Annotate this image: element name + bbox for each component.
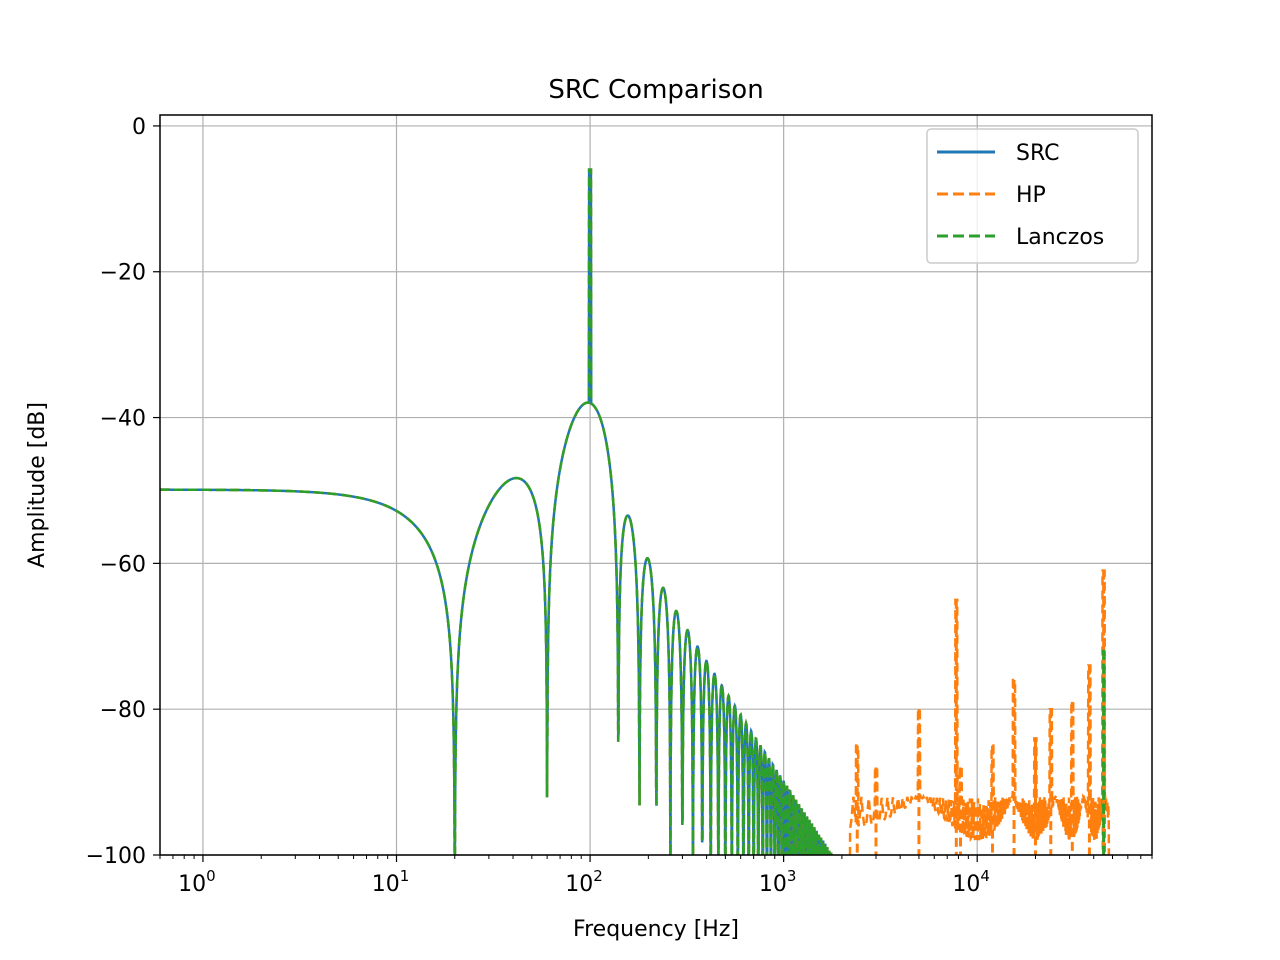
series-layer — [160, 168, 1111, 855]
legend-label-lanczos: Lanczos — [1016, 225, 1104, 250]
x-tick-label: 102 — [565, 867, 603, 897]
y-tick-label: −40 — [100, 407, 146, 432]
plot-frame — [159, 114, 1153, 856]
y-tick-label: −60 — [100, 552, 146, 577]
legend-label-src: SRC — [1016, 141, 1060, 166]
legend-box — [926, 128, 1139, 264]
y-tick-label: −80 — [100, 698, 146, 723]
x-tick-label: 101 — [372, 867, 410, 897]
y-tick-label: −100 — [86, 844, 146, 869]
y-axis: 0 −20 −40 −60 −80 −100 — [86, 115, 160, 869]
legend: SRC HP Lanczos — [926, 128, 1139, 264]
chart-title: SRC Comparison — [548, 75, 763, 105]
y-tick-label: −20 — [100, 261, 146, 286]
x-tick-label: 103 — [759, 867, 797, 897]
x-tick-label: 100 — [178, 867, 216, 897]
y-axis-label: Amplitude [dB] — [25, 402, 50, 568]
series-lanczos-line — [160, 168, 1106, 855]
x-axis-label: Frequency [Hz] — [573, 917, 739, 942]
y-tick-label: 0 — [132, 115, 146, 140]
x-axis: 100 101 102 103 104 — [159, 855, 1153, 897]
x-tick-label: 104 — [952, 867, 990, 897]
legend-label-hp: HP — [1016, 183, 1046, 208]
